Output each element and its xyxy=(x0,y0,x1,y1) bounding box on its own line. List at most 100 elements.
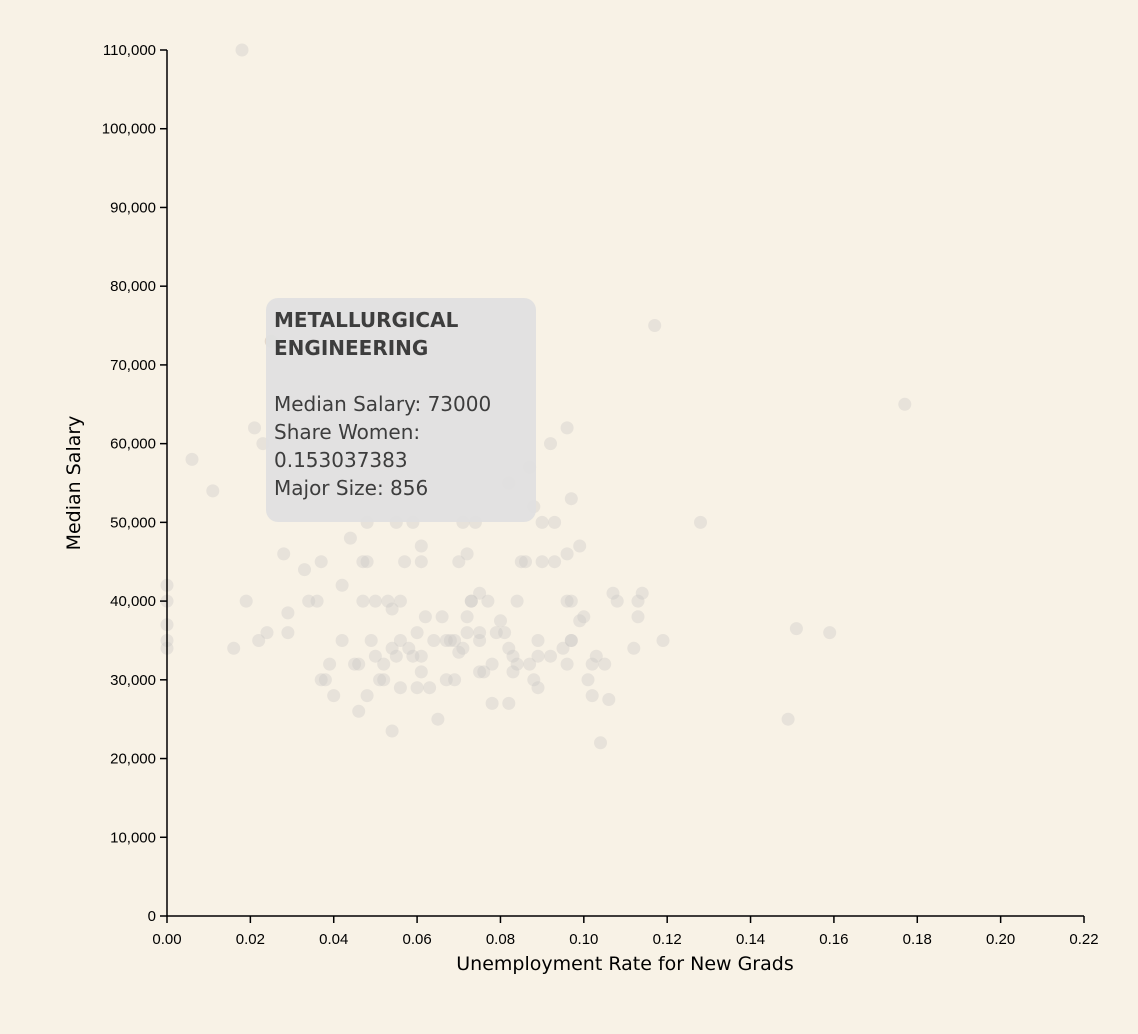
data-point[interactable] xyxy=(385,602,399,616)
data-point[interactable] xyxy=(560,421,574,435)
data-point[interactable] xyxy=(635,586,649,600)
data-point[interactable] xyxy=(252,634,266,647)
data-point[interactable] xyxy=(481,594,495,608)
data-point[interactable] xyxy=(335,578,349,592)
data-point[interactable] xyxy=(560,657,574,671)
data-point[interactable] xyxy=(464,594,478,608)
data-point[interactable] xyxy=(368,649,382,663)
data-point[interactable] xyxy=(498,626,512,640)
data-point[interactable] xyxy=(398,555,412,569)
data-point[interactable] xyxy=(323,657,337,671)
data-point[interactable] xyxy=(373,673,387,687)
data-point[interactable] xyxy=(577,610,591,624)
data-point[interactable] xyxy=(298,563,311,577)
data-point[interactable] xyxy=(631,594,645,608)
data-point[interactable] xyxy=(506,649,520,663)
data-point[interactable] xyxy=(473,586,487,600)
data-point[interactable] xyxy=(393,634,407,647)
data-point[interactable] xyxy=(227,641,241,655)
data-point[interactable] xyxy=(460,626,474,640)
data-point[interactable] xyxy=(585,689,599,703)
data-point[interactable] xyxy=(560,594,574,608)
data-point[interactable] xyxy=(260,626,274,640)
data-point[interactable] xyxy=(781,712,795,726)
data-point[interactable] xyxy=(589,649,603,663)
data-point[interactable] xyxy=(627,641,641,655)
data-point[interactable] xyxy=(460,610,474,624)
data-point[interactable] xyxy=(544,649,557,663)
data-point[interactable] xyxy=(456,641,470,655)
data-point[interactable] xyxy=(514,555,528,569)
data-point[interactable] xyxy=(368,594,382,608)
data-point[interactable] xyxy=(502,696,516,710)
data-point[interactable] xyxy=(489,626,503,640)
data-point[interactable] xyxy=(360,555,374,569)
data-point[interactable] xyxy=(548,555,562,569)
data-point[interactable] xyxy=(414,555,428,569)
data-point[interactable] xyxy=(473,634,487,647)
data-point[interactable] xyxy=(310,594,324,608)
data-point[interactable] xyxy=(477,665,491,679)
data-point[interactable] xyxy=(598,657,612,671)
data-point[interactable] xyxy=(318,673,332,687)
data-point[interactable] xyxy=(448,634,462,647)
data-point[interactable] xyxy=(281,606,295,620)
data-point[interactable] xyxy=(435,610,449,624)
data-point[interactable] xyxy=(335,634,349,647)
data-point[interactable] xyxy=(393,594,407,608)
data-point[interactable] xyxy=(494,614,507,628)
data-point[interactable] xyxy=(573,614,587,628)
data-point[interactable] xyxy=(423,681,437,695)
data-point[interactable] xyxy=(427,634,441,647)
data-point[interactable] xyxy=(527,673,541,687)
data-point[interactable] xyxy=(485,696,499,710)
data-point[interactable] xyxy=(452,645,466,659)
data-point[interactable] xyxy=(414,539,428,553)
data-point[interactable] xyxy=(523,657,537,671)
data-point[interactable] xyxy=(548,515,562,529)
data-point[interactable] xyxy=(544,437,557,451)
data-point[interactable] xyxy=(352,704,366,718)
data-point[interactable] xyxy=(356,594,370,608)
data-point[interactable] xyxy=(573,539,587,553)
data-point[interactable] xyxy=(248,421,261,435)
data-point[interactable] xyxy=(360,689,374,703)
data-point[interactable] xyxy=(460,547,474,561)
data-point[interactable] xyxy=(464,594,478,608)
data-point[interactable] xyxy=(439,634,453,647)
data-point[interactable] xyxy=(402,641,416,655)
data-point[interactable] xyxy=(385,724,399,738)
data-point[interactable] xyxy=(393,681,407,695)
data-point[interactable] xyxy=(364,634,378,647)
data-point[interactable] xyxy=(535,515,549,529)
data-point[interactable] xyxy=(473,626,487,640)
data-point[interactable] xyxy=(414,649,428,663)
data-point[interactable] xyxy=(898,397,912,411)
data-point[interactable] xyxy=(410,626,424,640)
data-point[interactable] xyxy=(239,594,253,608)
data-point[interactable] xyxy=(564,492,578,506)
data-point[interactable] xyxy=(314,555,328,569)
data-point[interactable] xyxy=(564,594,578,608)
data-point[interactable] xyxy=(581,673,595,687)
data-point[interactable] xyxy=(656,634,670,647)
data-point[interactable] xyxy=(414,665,428,679)
data-point[interactable] xyxy=(606,586,620,600)
data-point[interactable] xyxy=(448,673,462,687)
data-point[interactable] xyxy=(556,641,570,655)
data-point[interactable] xyxy=(594,736,607,750)
data-point[interactable] xyxy=(564,634,578,647)
data-point[interactable] xyxy=(377,657,391,671)
data-point[interactable] xyxy=(277,547,291,561)
data-point[interactable] xyxy=(610,594,624,608)
data-point[interactable] xyxy=(406,649,420,663)
data-point[interactable] xyxy=(564,634,578,647)
data-point[interactable] xyxy=(314,673,328,687)
data-point[interactable] xyxy=(519,555,532,569)
data-point[interactable] xyxy=(206,484,220,498)
data-point[interactable] xyxy=(302,594,316,608)
data-point[interactable] xyxy=(343,531,357,545)
data-point[interactable] xyxy=(327,689,341,703)
data-point[interactable] xyxy=(352,657,366,671)
data-point[interactable] xyxy=(439,673,453,687)
